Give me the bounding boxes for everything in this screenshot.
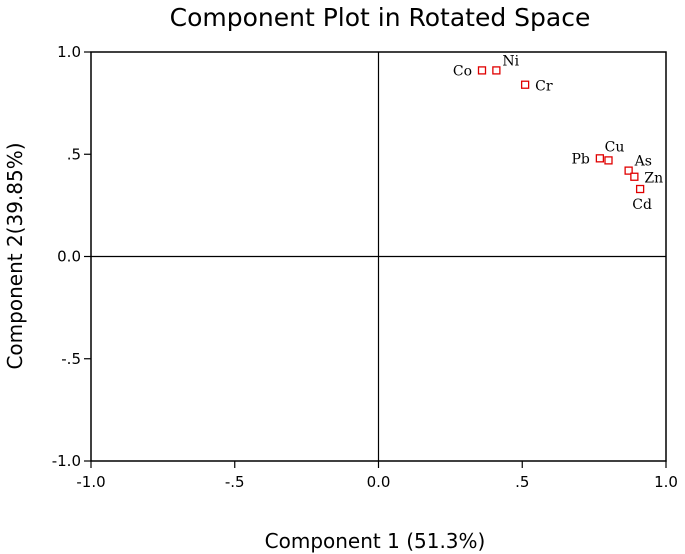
point-marker bbox=[630, 172, 639, 181]
y-tick-label: .5 bbox=[67, 145, 81, 163]
y-tick-label: -1.0 bbox=[52, 452, 81, 470]
point-label: Cd bbox=[632, 197, 652, 213]
point-label: Zn bbox=[644, 171, 663, 187]
point-label: Ni bbox=[502, 53, 519, 69]
point-marker bbox=[520, 80, 530, 89]
point-marker bbox=[635, 184, 645, 194]
x-tick-label: 1.0 bbox=[654, 473, 678, 491]
point-marker bbox=[604, 156, 613, 165]
y-axis-title: Component 2(39.85%) bbox=[3, 142, 27, 369]
point-label: Cu bbox=[605, 139, 625, 155]
y-axis-ticks: 1.0 .5 0.0 -.5 -1.0 bbox=[52, 43, 91, 470]
data-point-ni: Ni bbox=[492, 53, 520, 75]
x-tick-label: -.5 bbox=[225, 473, 245, 491]
data-point-as: As bbox=[624, 154, 652, 175]
reference-lines bbox=[91, 52, 666, 461]
data-point-co: Co bbox=[453, 63, 487, 79]
x-tick-label: 0.0 bbox=[367, 473, 391, 491]
x-axis-title: Component 1 (51.3%) bbox=[265, 529, 486, 553]
point-marker bbox=[595, 154, 605, 163]
point-marker bbox=[624, 166, 633, 175]
point-label: As bbox=[634, 154, 652, 170]
data-point-cr: Cr bbox=[520, 79, 553, 95]
point-label: Cr bbox=[535, 79, 553, 95]
data-point-cu: Cu bbox=[604, 139, 625, 165]
point-marker bbox=[492, 66, 501, 75]
y-tick-label: 1.0 bbox=[57, 43, 81, 61]
point-label: Pb bbox=[571, 151, 589, 167]
data-point-zn: Zn bbox=[630, 171, 663, 187]
point-label: Co bbox=[453, 63, 472, 79]
y-tick-label: 0.0 bbox=[57, 248, 81, 266]
x-tick-label: .5 bbox=[515, 473, 529, 491]
point-marker bbox=[477, 66, 487, 75]
x-tick-label: -1.0 bbox=[76, 473, 105, 491]
y-tick-label: -.5 bbox=[61, 350, 81, 368]
data-point-cd: Cd bbox=[632, 184, 652, 213]
x-axis-ticks: -1.0 -.5 0.0 .5 1.0 bbox=[76, 461, 678, 491]
chart-title: Component Plot in Rotated Space bbox=[170, 3, 591, 32]
data-point-pb: Pb bbox=[571, 151, 605, 167]
